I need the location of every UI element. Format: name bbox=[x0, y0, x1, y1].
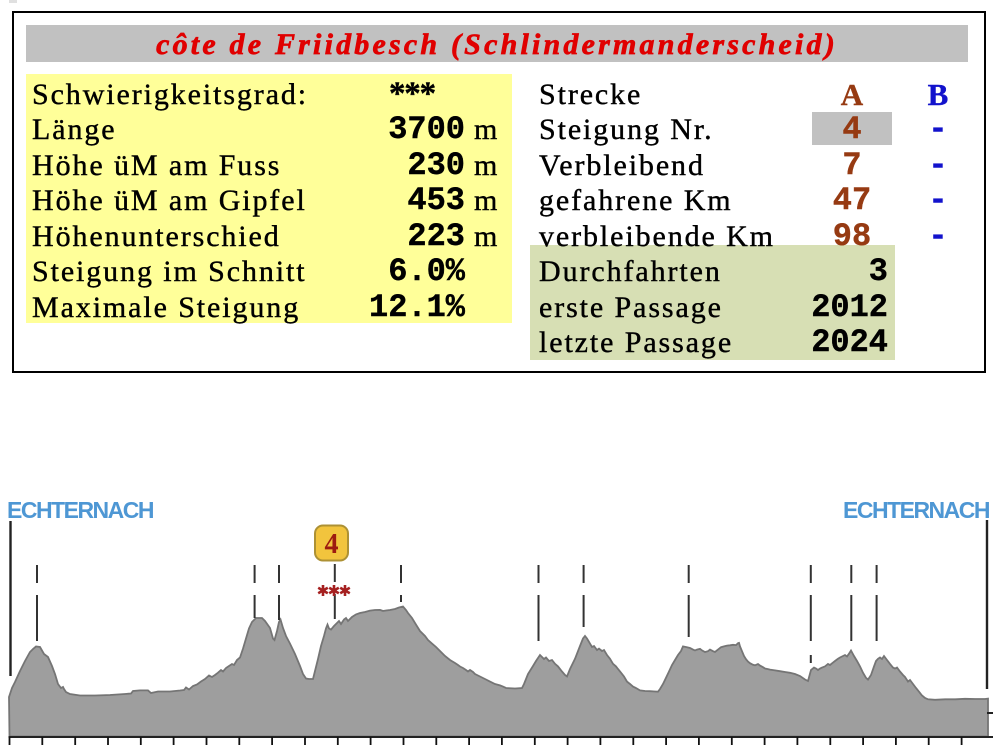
svg-text:ECHTERNACH: ECHTERNACH bbox=[843, 497, 990, 523]
svg-text:4: 4 bbox=[325, 529, 339, 560]
svg-text:ECHTERNACH: ECHTERNACH bbox=[7, 497, 154, 523]
